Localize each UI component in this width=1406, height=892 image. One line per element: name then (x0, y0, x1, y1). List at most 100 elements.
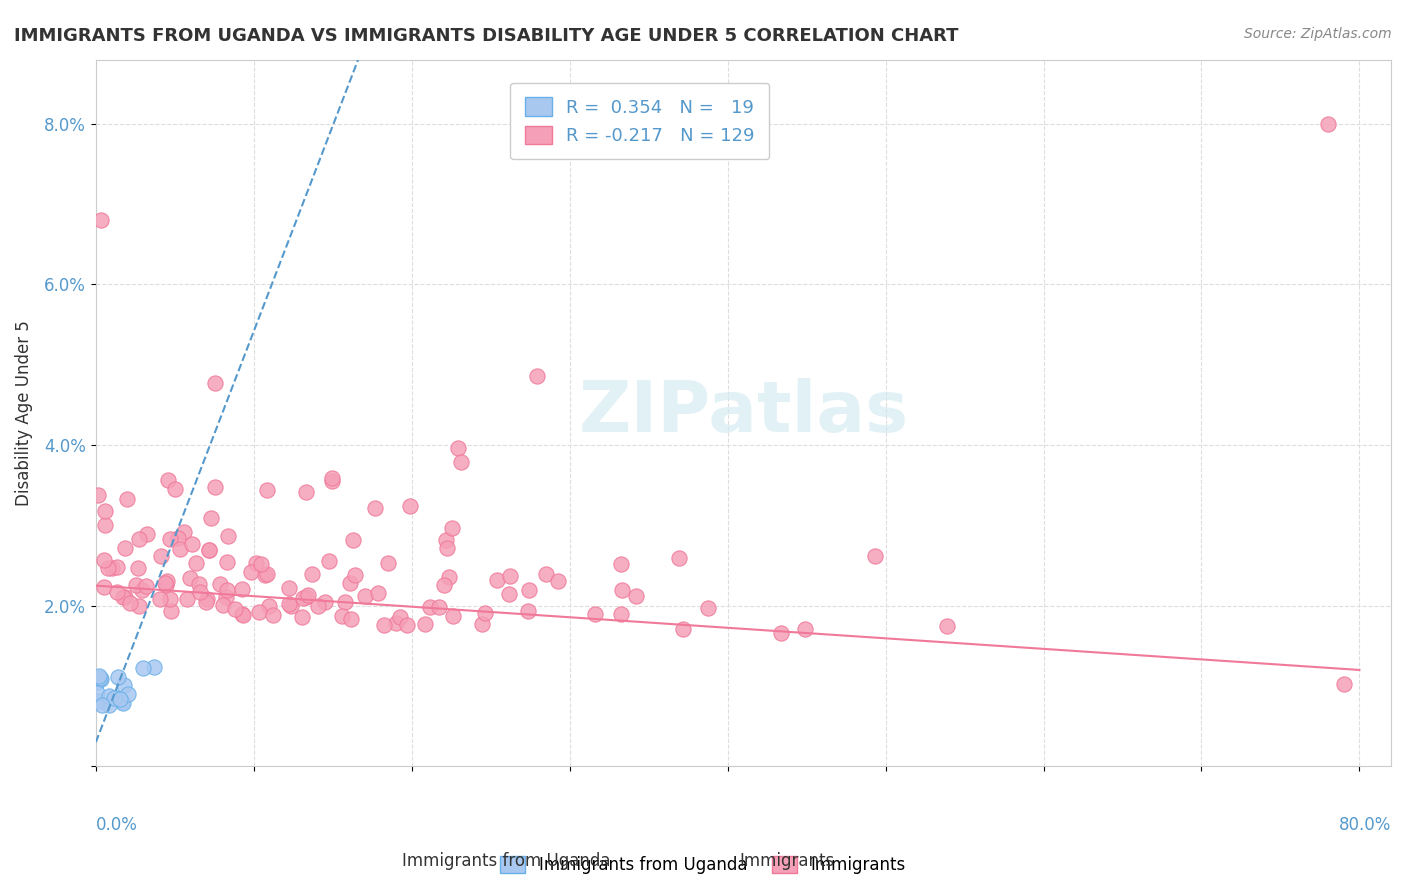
Point (217, 555, 239, 569)
Point (108, 692, 131, 706)
Point (105, 560, 128, 574)
Point (377, 556, 399, 570)
Point (262, 608, 284, 623)
Point (111, 696, 134, 710)
Point (166, 531, 188, 545)
Point (291, 591, 314, 606)
Point (321, 471, 343, 485)
Point (583, 607, 606, 622)
Point (318, 554, 340, 568)
Point (198, 543, 221, 558)
Point (415, 617, 437, 632)
Point (128, 532, 150, 546)
Point (107, 670, 129, 684)
Point (499, 569, 522, 583)
Point (93, 518, 115, 533)
Point (278, 597, 301, 611)
Point (277, 581, 299, 595)
Point (254, 568, 277, 582)
Point (169, 542, 191, 557)
Legend: R =  0.354   N =   19, R = -0.217   N = 129: R = 0.354 N = 19, R = -0.217 N = 129 (510, 83, 769, 160)
Point (195, 592, 218, 607)
Point (180, 536, 202, 550)
Point (517, 583, 540, 598)
Point (135, 579, 157, 593)
Point (342, 533, 364, 547)
Point (149, 549, 172, 563)
Point (194, 594, 217, 608)
Point (215, 590, 238, 604)
Point (159, 591, 181, 606)
Point (115, 492, 138, 507)
Point (91, 698, 114, 712)
Text: IMMIGRANTS FROM UGANDA VS IMMIGRANTS DISABILITY AGE UNDER 5 CORRELATION CHART: IMMIGRANTS FROM UGANDA VS IMMIGRANTS DIS… (14, 27, 959, 45)
Point (385, 616, 408, 631)
Point (155, 577, 177, 591)
Point (291, 610, 314, 624)
Point (173, 524, 195, 539)
Point (204, 376, 226, 391)
Point (114, 590, 136, 604)
Point (936, 619, 959, 633)
Point (624, 589, 647, 603)
Point (93, 580, 115, 594)
Point (215, 582, 238, 597)
Point (610, 607, 633, 622)
Text: Immigrants: Immigrants (740, 852, 835, 870)
Point (485, 574, 508, 588)
Point (257, 599, 280, 613)
Point (231, 607, 253, 622)
Point (471, 616, 494, 631)
Text: Immigrants from Uganda: Immigrants from Uganda (402, 852, 610, 870)
Point (217, 529, 239, 543)
Point (863, 549, 886, 564)
Point (114, 541, 136, 555)
Point (247, 605, 270, 619)
Point (354, 590, 377, 604)
Text: 0.0%: 0.0% (96, 816, 138, 834)
Point (396, 618, 419, 632)
Point (498, 587, 520, 601)
Point (200, 511, 222, 525)
Point (104, 691, 127, 706)
Point (153, 576, 176, 591)
Point (793, 622, 815, 636)
Point (526, 369, 548, 384)
Point (363, 501, 385, 516)
Point (101, 561, 124, 575)
Point (1316, 117, 1339, 131)
Point (447, 442, 470, 456)
Point (610, 583, 633, 598)
Point (86, 694, 108, 708)
Point (209, 576, 232, 591)
Point (127, 560, 149, 574)
Text: ZIPatlas: ZIPatlas (578, 378, 908, 448)
Point (111, 591, 134, 605)
Point (294, 485, 316, 500)
Point (188, 585, 211, 599)
Point (132, 661, 155, 675)
Point (232, 608, 254, 623)
Point (212, 598, 235, 612)
Point (668, 550, 690, 565)
Point (297, 588, 319, 602)
Point (96, 561, 118, 575)
Point (427, 600, 450, 615)
Point (128, 599, 150, 614)
Text: Source: ZipAtlas.com: Source: ZipAtlas.com (1244, 27, 1392, 41)
Point (671, 622, 693, 636)
Point (89, 671, 111, 685)
Point (388, 610, 411, 624)
Point (339, 575, 361, 590)
Point (103, 690, 125, 705)
Point (125, 578, 148, 592)
Point (163, 483, 186, 497)
Point (307, 599, 329, 614)
Point (439, 570, 461, 584)
Point (105, 585, 128, 599)
Point (314, 594, 336, 608)
Point (98, 689, 121, 703)
Point (249, 557, 271, 571)
Point (450, 455, 472, 469)
Point (1333, 677, 1355, 691)
